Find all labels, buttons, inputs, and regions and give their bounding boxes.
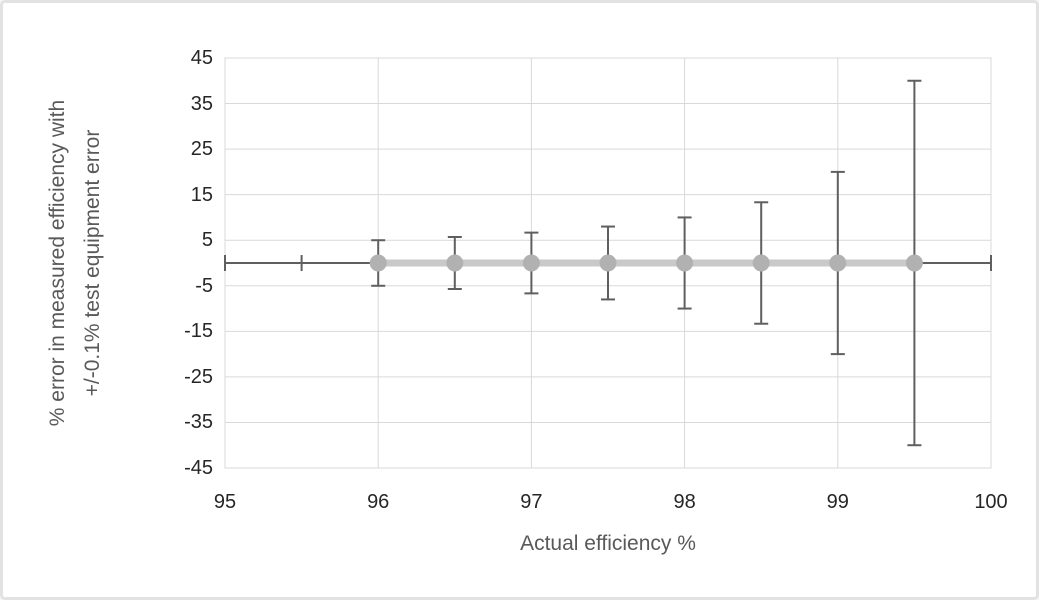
y-tick-label: -15	[184, 320, 213, 343]
y-axis-title-line2: +/-0.1% test equipment error	[81, 129, 104, 397]
data-point-marker	[676, 254, 694, 272]
x-axis-title: Actual efficiency %	[520, 532, 696, 555]
data-point-marker	[599, 254, 617, 272]
x-tick-label: 99	[826, 491, 849, 513]
x-tick-label: 97	[520, 491, 543, 513]
x-tick-label: 98	[673, 491, 696, 513]
x-tick-label: 95	[213, 491, 237, 513]
data-point-marker	[369, 254, 387, 272]
y-tick-label: 35	[190, 92, 213, 115]
y-tick-label: -35	[184, 411, 213, 434]
data-point-marker	[752, 254, 770, 272]
y-tick-label: -25	[184, 365, 213, 388]
y-tick-label: -45	[184, 457, 213, 479]
y-axis-title-line1: % error in measured efficiency with	[46, 99, 69, 427]
x-tick-label: 96	[367, 491, 390, 513]
x-tick-label: 100	[974, 491, 1008, 513]
y-tick-label: 15	[190, 183, 213, 206]
data-point-marker	[905, 254, 923, 272]
data-point-marker	[522, 254, 540, 272]
plot-area	[224, 57, 992, 469]
y-tick-label: 25	[190, 138, 213, 161]
y-tick-label: 45	[190, 47, 213, 69]
data-point-marker	[829, 254, 847, 272]
y-tick-label: -5	[195, 274, 213, 297]
y-tick-label: 5	[201, 229, 213, 252]
data-point-marker	[446, 254, 464, 272]
y-axis-title: % error in measured efficiency with +/-0…	[40, 33, 110, 493]
